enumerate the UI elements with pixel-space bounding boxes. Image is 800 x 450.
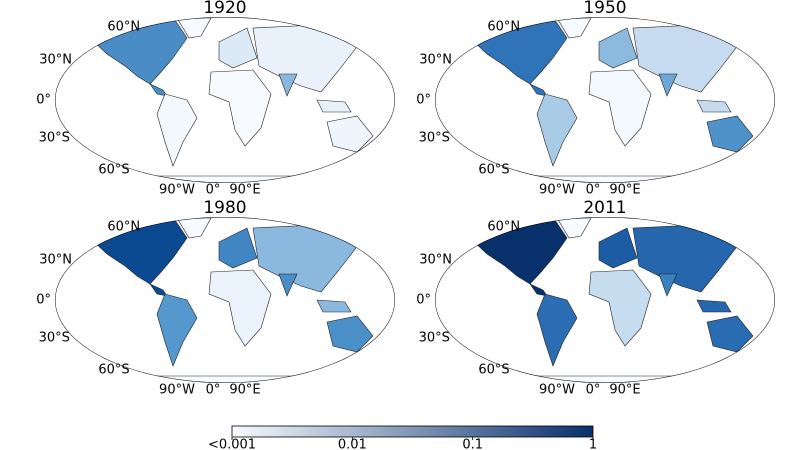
latitude-label: 60°S [478, 363, 509, 378]
longitude-label: 90°E [609, 383, 640, 398]
longitude-label: 90°W [539, 383, 575, 398]
latitude-label: 30°N [419, 253, 452, 268]
world-map [55, 17, 395, 186]
longitude-label: 90°W [159, 383, 195, 398]
latitude-label: 0° [416, 93, 431, 108]
longitude-label: 90°E [609, 183, 640, 198]
latitude-label: 30°S [419, 331, 450, 346]
colorbar [231, 425, 594, 438]
latitude-label: 60°S [478, 163, 509, 178]
map-panel: 1950 60°N 30°N 0° 30°S 60°S 90°W 0° 90°E [416, 0, 775, 198]
panel-title: 1920 [203, 0, 246, 18]
latitude-label: 0° [36, 293, 51, 308]
world-map [435, 17, 775, 186]
latitude-label: 60°N [107, 220, 140, 235]
panel-title: 1950 [583, 0, 626, 18]
panel-title: 1980 [203, 198, 246, 218]
latitude-label: 30°N [39, 253, 72, 268]
longitude-label: 0° [586, 183, 601, 198]
longitude-label: 90°W [159, 183, 195, 198]
latitude-label: 60°S [98, 163, 129, 178]
latitude-label: 30°N [419, 53, 452, 68]
longitude-label: 90°E [229, 183, 260, 198]
longitude-label: 90°W [539, 183, 575, 198]
longitude-label: 90°E [229, 383, 260, 398]
longitude-label: 0° [206, 183, 221, 198]
latitude-label: 30°N [39, 53, 72, 68]
latitude-label: 30°S [39, 331, 70, 346]
latitude-label: 60°N [107, 20, 140, 35]
colorbar-tick-label: 0.01 [338, 438, 367, 450]
latitude-label: 0° [36, 93, 51, 108]
longitude-label: 0° [586, 383, 601, 398]
colorbar-tick-label: 0.1 [462, 438, 483, 450]
panel-title: 2011 [583, 198, 626, 218]
latitude-label: 30°S [39, 131, 70, 146]
world-map [435, 217, 775, 386]
latitude-label: 60°N [487, 20, 520, 35]
latitude-label: 30°S [419, 131, 450, 146]
latitude-label: 60°N [487, 220, 520, 235]
longitude-label: 0° [206, 383, 221, 398]
latitude-label: 60°S [98, 363, 129, 378]
latitude-label: 0° [416, 293, 431, 308]
map-panel: 1980 60°N 30°N 0° 30°S 60°S 90°W 0° 90°E [36, 198, 395, 398]
map-panel: 2011 60°N 30°N 0° 30°S 60°S 90°W 0° 90°E [416, 198, 775, 398]
map-panel: 1920 60°N 30°N 0° 30°S 60°S 90°W 0° 90°E [36, 0, 395, 198]
colorbar-tick-label: 1 [589, 438, 597, 450]
colorbar-tick-label: <0.001 [208, 438, 256, 450]
world-map [55, 217, 395, 386]
